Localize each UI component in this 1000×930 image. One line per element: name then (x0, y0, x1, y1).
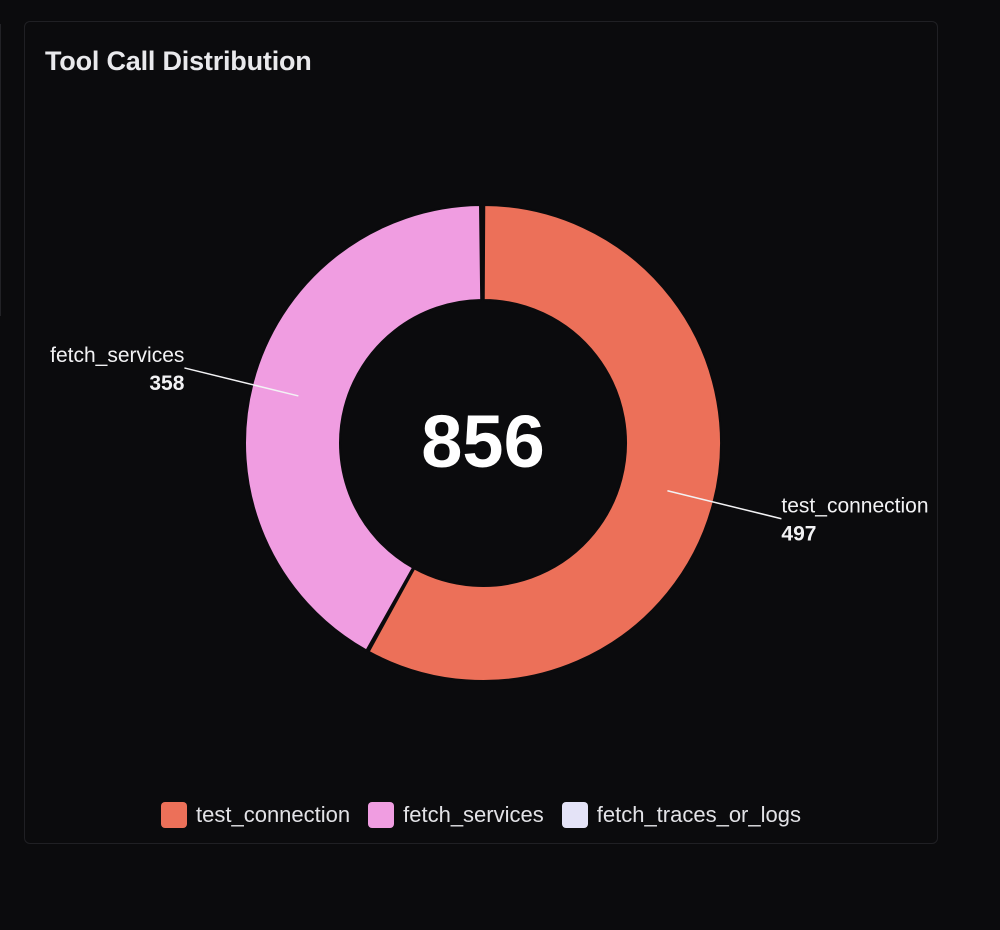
donut-slice-fetch-services[interactable] (244, 204, 483, 652)
legend-label: fetch_traces_or_logs (596, 802, 801, 827)
leader-line (184, 367, 299, 397)
slice-label-name: fetch_services (50, 344, 184, 367)
card-title: Tool Call Distribution (45, 46, 312, 76)
chart-legend: test_connection fetch_services fetch_tra… (25, 802, 937, 828)
slice-label-value: 358 (149, 372, 184, 395)
slice-label-value: 497 (781, 523, 816, 546)
donut-center-total: 856 (421, 400, 544, 483)
legend-item-test-connection[interactable]: test_connection (161, 802, 350, 828)
legend-swatch (161, 802, 188, 828)
donut-chart: 856 test_connection 497 fetch_services 358 (50, 204, 929, 682)
tool-call-distribution-card: Tool Call Distribution 856 test_connectio… (24, 21, 938, 844)
legend-swatch (561, 802, 588, 828)
donut-slice-fetch-traces-or-logs[interactable] (480, 204, 484, 302)
slice-label-name: test_connection (781, 495, 928, 518)
leader-line (667, 489, 782, 520)
donut-slice-test-connection[interactable] (367, 204, 722, 682)
legend-item-fetch-services[interactable]: fetch_services (368, 802, 544, 828)
legend-swatch (368, 802, 395, 828)
legend-item-fetch-traces-or-logs[interactable]: fetch_traces_or_logs (561, 802, 801, 828)
legend-label: test_connection (196, 802, 351, 827)
legend-label: fetch_services (403, 802, 544, 827)
adjacent-panel-edge (0, 24, 1, 316)
